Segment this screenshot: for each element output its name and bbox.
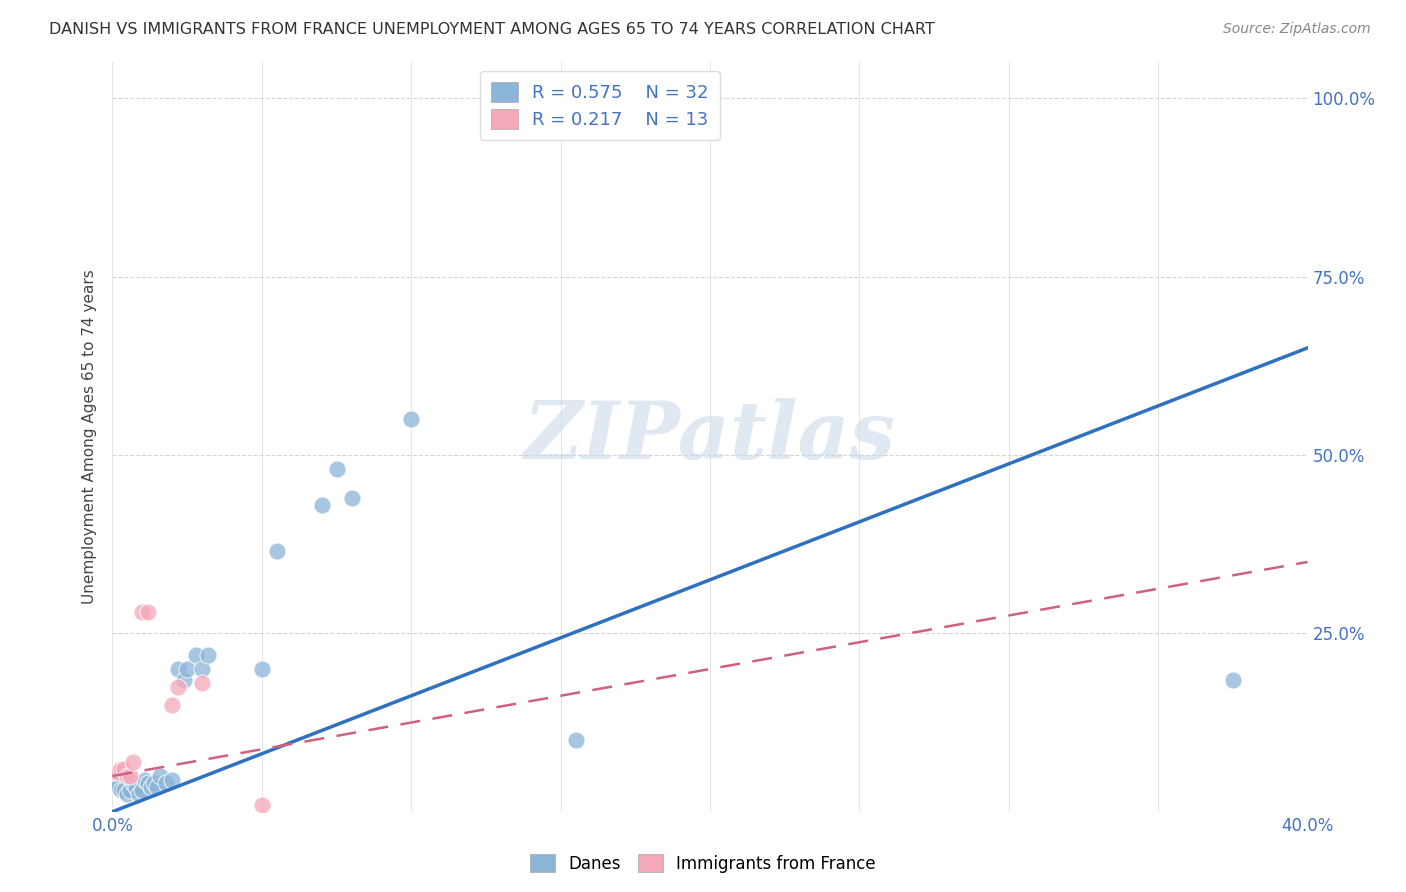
- Point: [250, 662, 273, 676]
- Point: [340, 491, 363, 505]
- Point: [186, 648, 208, 662]
- Point: [114, 783, 135, 797]
- Point: [143, 776, 166, 790]
- Point: [266, 544, 288, 558]
- Point: [107, 780, 129, 794]
- Point: [110, 762, 132, 776]
- Point: [120, 769, 142, 783]
- Point: [131, 605, 153, 619]
- Point: [122, 755, 145, 769]
- Point: [128, 787, 150, 801]
- Point: [167, 662, 190, 676]
- Point: [138, 605, 160, 619]
- Point: [104, 776, 127, 790]
- Point: [122, 776, 145, 790]
- Point: [104, 765, 127, 780]
- Point: [325, 462, 347, 476]
- Point: [162, 772, 183, 787]
- Point: [564, 733, 586, 747]
- Point: [155, 776, 177, 790]
- Point: [114, 762, 135, 776]
- Point: [173, 673, 195, 687]
- Point: [401, 412, 423, 426]
- Point: [120, 783, 142, 797]
- Point: [191, 662, 214, 676]
- Point: [146, 780, 169, 794]
- Point: [191, 676, 214, 690]
- Point: [110, 783, 132, 797]
- Text: ZIPatlas: ZIPatlas: [524, 399, 896, 475]
- Point: [131, 783, 153, 797]
- Point: [117, 769, 139, 783]
- Point: [1222, 673, 1244, 687]
- Point: [250, 797, 273, 812]
- Legend: R = 0.575    N = 32, R = 0.217    N = 13: R = 0.575 N = 32, R = 0.217 N = 13: [479, 71, 720, 140]
- Point: [125, 780, 148, 794]
- Point: [134, 772, 156, 787]
- Point: [117, 787, 139, 801]
- Point: [176, 662, 198, 676]
- Point: [167, 680, 190, 694]
- Point: [162, 698, 183, 712]
- Point: [107, 765, 129, 780]
- Point: [311, 498, 333, 512]
- Point: [197, 648, 219, 662]
- Point: [141, 780, 163, 794]
- Point: [138, 776, 160, 790]
- Text: DANISH VS IMMIGRANTS FROM FRANCE UNEMPLOYMENT AMONG AGES 65 TO 74 YEARS CORRELAT: DANISH VS IMMIGRANTS FROM FRANCE UNEMPLO…: [49, 22, 935, 37]
- Legend: Danes, Immigrants from France: Danes, Immigrants from France: [523, 847, 883, 880]
- Text: Source: ZipAtlas.com: Source: ZipAtlas.com: [1223, 22, 1371, 37]
- Point: [149, 769, 172, 783]
- Y-axis label: Unemployment Among Ages 65 to 74 years: Unemployment Among Ages 65 to 74 years: [82, 269, 97, 605]
